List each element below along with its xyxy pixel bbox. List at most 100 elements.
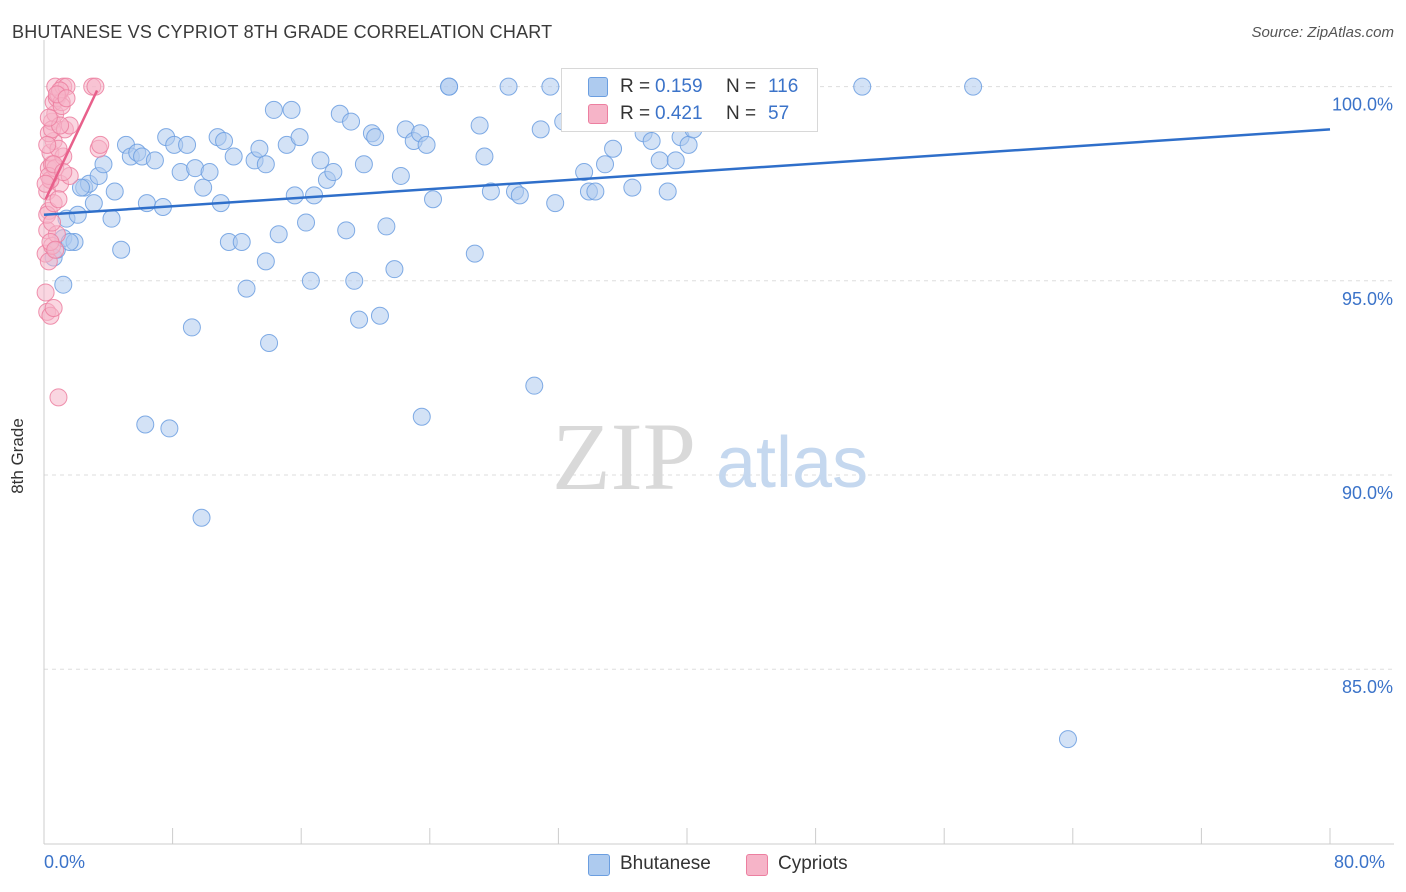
- data-point: [311, 151, 330, 170]
- legend: R = 0.159 N = 116 R = 0.421 N = 57: [561, 68, 818, 132]
- data-point: [112, 240, 131, 259]
- data-point: [541, 77, 560, 96]
- data-point: [192, 508, 211, 527]
- y-tick-label: 85.0%: [1342, 677, 1393, 697]
- legend-r-value: 0.159: [655, 76, 703, 97]
- data-point: [1058, 730, 1077, 749]
- watermark-atlas: atlas: [716, 423, 868, 503]
- data-point: [44, 299, 63, 317]
- y-tick-labels: 85.0% 90.0% 95.0% 100.0%: [1332, 95, 1393, 698]
- data-point: [102, 209, 121, 228]
- watermark: ZIP atlas: [552, 403, 868, 510]
- legend-r-label: R =: [620, 103, 651, 124]
- data-point: [215, 131, 234, 150]
- data-point: [370, 306, 389, 325]
- legend-swatch-pink: [588, 104, 608, 124]
- y-tick-label: 90.0%: [1342, 483, 1393, 503]
- data-point: [49, 190, 68, 209]
- data-point: [232, 232, 251, 251]
- data-point: [964, 77, 983, 96]
- data-point: [385, 260, 404, 279]
- bhutanese-trendline: [43, 128, 1331, 217]
- gridlines: [44, 86, 1394, 670]
- x-tick-label-min: 0.0%: [44, 852, 86, 872]
- data-point: [54, 275, 73, 294]
- data-point: [43, 213, 62, 232]
- legend-n-value: 116: [768, 76, 799, 97]
- bottom-legend-swatch-blue: [588, 854, 610, 876]
- data-point: [412, 407, 431, 426]
- source-label: Source: ZipAtlas.com: [1251, 24, 1394, 41]
- data-point: [596, 155, 615, 174]
- data-point: [269, 225, 288, 244]
- data-point: [499, 77, 518, 96]
- chart-title: BHUTANESE VS CYPRIOT 8TH GRADE CORRELATI…: [12, 22, 553, 42]
- data-point: [57, 89, 76, 108]
- data-point: [91, 135, 110, 154]
- data-point: [145, 151, 164, 170]
- y-tick-label: 95.0%: [1342, 289, 1393, 309]
- data-point: [182, 318, 201, 337]
- data-point: [68, 205, 87, 224]
- data-point: [256, 155, 275, 174]
- data-point: [642, 131, 661, 150]
- data-point: [36, 174, 55, 193]
- bottom-legend-label: Bhutanese: [620, 853, 711, 874]
- data-point: [345, 271, 364, 290]
- data-point: [200, 163, 219, 182]
- data-point: [853, 77, 872, 96]
- y-tick-label: 100.0%: [1332, 95, 1393, 115]
- legend-r-value: 0.421: [655, 103, 703, 124]
- data-point: [391, 166, 410, 185]
- data-point: [224, 147, 243, 166]
- data-point: [260, 333, 279, 352]
- data-point: [301, 271, 320, 290]
- cypriots-trendline: [44, 89, 99, 200]
- legend-r-label: R =: [620, 76, 651, 97]
- trendlines: [43, 89, 1331, 217]
- data-point: [440, 77, 459, 96]
- data-point: [264, 100, 283, 119]
- data-point: [36, 283, 55, 302]
- data-point: [604, 139, 623, 158]
- data-point: [650, 151, 669, 170]
- data-point: [546, 194, 565, 213]
- x-tick-label-max: 80.0%: [1334, 852, 1386, 872]
- data-point: [46, 240, 65, 259]
- data-point: [658, 182, 677, 201]
- data-point: [666, 151, 685, 170]
- data-point: [38, 135, 57, 154]
- data-point: [256, 252, 275, 271]
- data-point: [105, 182, 124, 201]
- data-point: [250, 139, 269, 158]
- data-point: [282, 100, 301, 119]
- data-point: [285, 186, 304, 205]
- data-point: [417, 135, 436, 154]
- data-point: [525, 376, 544, 395]
- data-point: [465, 244, 484, 263]
- data-point: [354, 155, 373, 174]
- data-point: [71, 178, 90, 197]
- legend-n-value: 57: [768, 103, 790, 124]
- data-point: [475, 147, 494, 166]
- data-point: [481, 182, 500, 201]
- data-point: [94, 155, 113, 174]
- data-point: [324, 163, 343, 182]
- data-point: [160, 419, 179, 438]
- data-point: [194, 178, 213, 197]
- data-point: [337, 221, 356, 240]
- legend-n-label: N =: [726, 76, 757, 97]
- watermark-zip: ZIP: [552, 403, 696, 510]
- data-point: [237, 279, 256, 298]
- data-point: [377, 217, 396, 236]
- data-point: [49, 388, 68, 407]
- data-point: [575, 163, 594, 182]
- legend-n-label: N =: [726, 103, 757, 124]
- data-point: [136, 415, 155, 434]
- data-point: [39, 108, 58, 127]
- legend-swatch-blue: [588, 77, 608, 97]
- data-point: [470, 116, 489, 135]
- data-point: [350, 310, 369, 329]
- data-point: [679, 135, 698, 154]
